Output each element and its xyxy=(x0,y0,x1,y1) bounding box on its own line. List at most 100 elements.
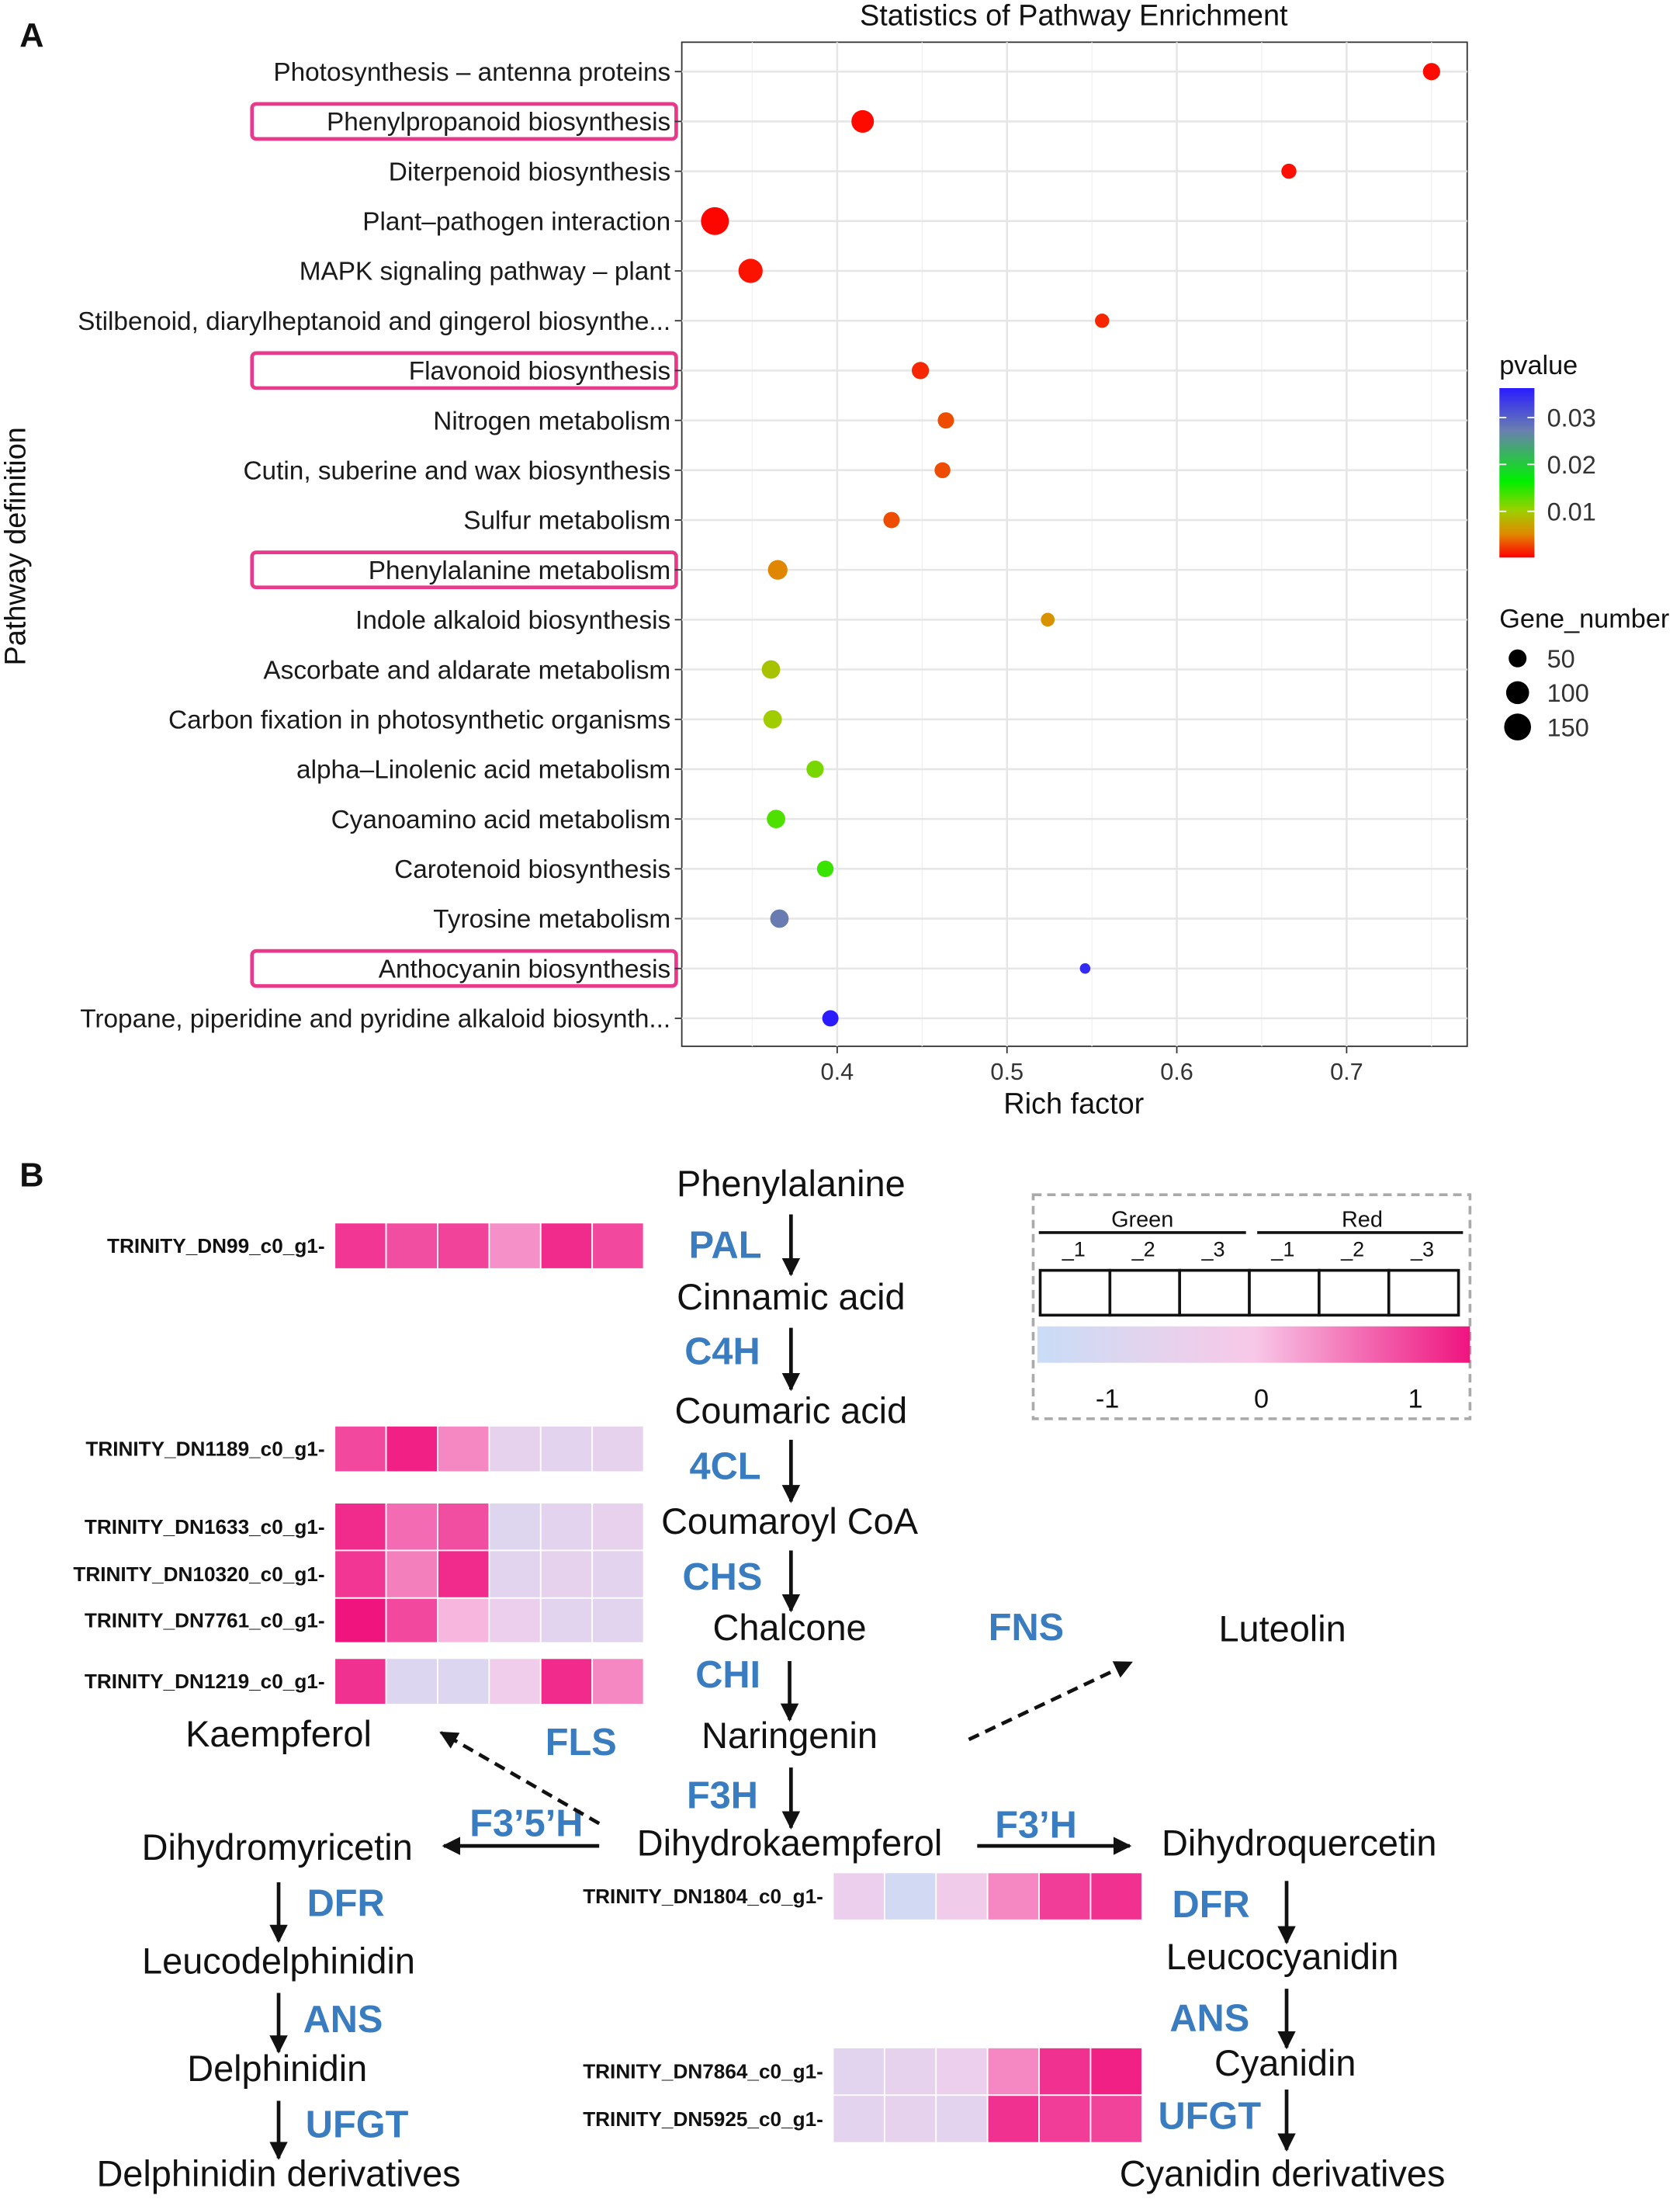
heatmap-cell xyxy=(488,1549,542,1599)
heatmap-cell xyxy=(591,1502,645,1552)
pathway-label: Tropane, piperidine and pyridine alkaloi… xyxy=(80,1005,670,1034)
legend-group-green: Green xyxy=(1111,1208,1173,1233)
heatmaps: TRINITY_DN99_c0_g1- TRINITY_DN1189_c0_g1-… xyxy=(73,1222,1143,2144)
heatmap-cell xyxy=(832,2094,885,2144)
heatmap-cell xyxy=(437,1502,490,1552)
heatmap-cell xyxy=(1038,2047,1092,2097)
data-point xyxy=(767,810,785,829)
legend-sample-box xyxy=(1248,1268,1321,1317)
pathway-label: MAPK signaling pathway – plant xyxy=(300,258,671,286)
points xyxy=(701,63,1440,1027)
pathway-label: Phenylalanine metabolism xyxy=(369,557,670,585)
data-point xyxy=(911,362,930,380)
size-legend-label: 50 xyxy=(1547,645,1575,673)
legend-sample-label: _3 xyxy=(1410,1238,1434,1261)
heatmap-cell xyxy=(591,1549,645,1599)
pvalue-legend-ticks: 0.03 0.02 0.01 xyxy=(1499,404,1596,525)
heatmap-row: TRINITY_DN1633_c0_g1- xyxy=(85,1502,645,1552)
compound-phenylalanine: Phenylalanine xyxy=(677,1164,906,1204)
enzyme-ans-right: ANS xyxy=(1169,1997,1249,2039)
heatmap-cell xyxy=(488,1502,542,1552)
heatmap-cell xyxy=(883,2094,937,2144)
data-point xyxy=(770,909,789,928)
heatmap-cell xyxy=(935,1871,989,1921)
pathway-labels: Photosynthesis – antenna proteins Phenylp… xyxy=(78,58,682,1034)
heatmap-cell xyxy=(935,2047,989,2097)
gene-number-legend: 50 100 150 xyxy=(1504,645,1589,741)
enzyme-dfr-left: DFR xyxy=(307,1882,385,1924)
heatmap-cell xyxy=(591,1424,645,1473)
heatmap-cell xyxy=(986,1871,1040,1921)
data-point xyxy=(806,760,824,779)
compounds: Phenylalanine Cinnamic acid Coumaric aci… xyxy=(96,1164,1445,2194)
compound-cyanidin: Cyanidin xyxy=(1214,2043,1356,2083)
heatmap-cell xyxy=(1089,2047,1143,2097)
colorbar-tick-label: 0.03 xyxy=(1547,404,1596,432)
enzyme-f3h: F3H xyxy=(687,1774,758,1816)
enzyme-pal: PAL xyxy=(689,1224,762,1266)
enzyme-ufgt-left: UFGT xyxy=(306,2104,409,2145)
chart-title: Statistics of Pathway Enrichment xyxy=(860,0,1288,33)
legend-sample-label: _1 xyxy=(1270,1238,1294,1261)
heatmap-cell xyxy=(385,1424,438,1473)
enzyme-ufgt-right: UFGT xyxy=(1159,2096,1262,2138)
heatmap-cell xyxy=(986,2094,1040,2144)
dashed-arrow xyxy=(968,1660,1133,1742)
enzyme-dfr-right: DFR xyxy=(1173,1884,1250,1926)
legend-group-red: Red xyxy=(1342,1208,1383,1233)
gene-number-legend-title: Gene_number xyxy=(1499,604,1669,633)
compound-dihydroquercetin: Dihydroquercetin xyxy=(1162,1823,1436,1864)
compound-cyanidin-derivatives: Cyanidin derivatives xyxy=(1120,2154,1446,2194)
pvalue-colorbar xyxy=(1499,387,1535,558)
compound-naringenin: Naringenin xyxy=(701,1715,878,1756)
compound-leucocyanidin: Leucocyanidin xyxy=(1166,1937,1399,1977)
enzyme-f3h-prime: F3’H xyxy=(995,1804,1077,1846)
heatmap-cell xyxy=(334,1597,387,1644)
heatmap-cell xyxy=(334,1549,387,1599)
pathway-label: Diterpenoid biosynthesis xyxy=(389,158,670,186)
pathway-label: Ascorbate and aldarate metabolism xyxy=(263,656,670,685)
gene-label: TRINITY_DN1804_c0_g1- xyxy=(583,1885,823,1908)
legend-scale-tick: 0 xyxy=(1254,1384,1269,1413)
heatmap-cell xyxy=(591,1222,645,1270)
colorbar-tick-label: 0.01 xyxy=(1547,498,1596,525)
compound-cinnamic-acid: Cinnamic acid xyxy=(677,1277,906,1317)
heatmap-cell xyxy=(488,1424,542,1473)
heatmap-cell xyxy=(437,1424,490,1473)
enzymes: PAL C4H 4CL CHS FNS CHI FLS F3H F3’5’H F… xyxy=(303,1224,1262,2145)
heatmap-cell xyxy=(1089,2094,1143,2144)
gene-label: TRINITY_DN99_c0_g1- xyxy=(107,1234,325,1257)
heatmap-row: TRINITY_DN1804_c0_g1- xyxy=(583,1871,1143,1921)
gene-label: TRINITY_DN7761_c0_g1- xyxy=(85,1609,325,1632)
compound-coumaric-acid: Coumaric acid xyxy=(675,1390,908,1431)
size-legend-label: 100 xyxy=(1547,679,1589,707)
heatmap-cell xyxy=(539,1657,594,1705)
heatmap-cell xyxy=(385,1222,438,1270)
heatmap-cell xyxy=(832,1871,885,1921)
y-axis-label: Pathway definition xyxy=(0,427,32,665)
heatmap-cell xyxy=(1089,1871,1143,1921)
legend-sample-box xyxy=(1387,1268,1460,1317)
pathway-label: Nitrogen metabolism xyxy=(433,407,670,435)
heatmap-row: TRINITY_DN1219_c0_g1- xyxy=(85,1657,645,1705)
data-point xyxy=(1422,63,1440,81)
heatmap-cell xyxy=(334,1222,387,1270)
gene-label: TRINITY_DN7864_c0_g1- xyxy=(583,2060,823,2083)
heatmap-cell xyxy=(591,1657,645,1705)
gene-label: TRINITY_DN5925_c0_g1- xyxy=(583,2107,823,2131)
data-point xyxy=(822,1010,839,1027)
data-point xyxy=(763,709,782,729)
pathway-label: Sulfur metabolism xyxy=(463,507,670,536)
heatmap-row: TRINITY_DN7864_c0_g1- xyxy=(583,2047,1143,2097)
heatmap-row: TRINITY_DN5925_c0_g1- xyxy=(583,2094,1143,2144)
size-legend-dot xyxy=(1505,681,1529,705)
heatmap-cell xyxy=(385,1502,438,1552)
pathway-label: Plant–pathogen interaction xyxy=(362,208,670,237)
gridlines xyxy=(681,42,1467,1046)
legend-sample-label: _2 xyxy=(1340,1238,1364,1261)
compound-dihydrokaempferol: Dihydrokaempferol xyxy=(637,1823,943,1864)
x-tick-label: 0.4 xyxy=(821,1059,854,1085)
heatmap-cell xyxy=(334,1424,387,1473)
data-point xyxy=(1079,962,1091,974)
